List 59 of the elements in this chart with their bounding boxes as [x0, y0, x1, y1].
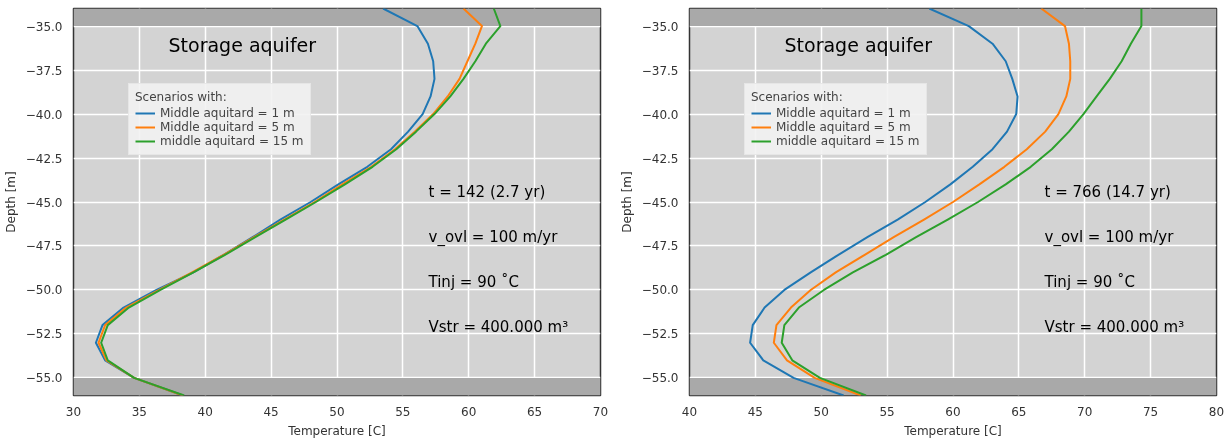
y-tick-label: −47.5: [641, 239, 679, 254]
x-tick-label: 55: [395, 404, 411, 419]
legend-label: Middle aquitard = 1 m: [776, 106, 911, 120]
x-tick-label: 50: [813, 404, 829, 419]
y-tick-label: −40.0: [641, 107, 679, 122]
annotation: Storage aquifer: [784, 33, 933, 56]
y-tick-label: −40.0: [25, 107, 63, 122]
x-tick-label: 65: [1011, 404, 1027, 419]
x-axis-title: Temperature [C]: [287, 423, 386, 438]
x-tick-label: 60: [945, 404, 961, 419]
annotation: Storage aquifer: [168, 33, 317, 56]
y-tick-label: −52.5: [25, 327, 63, 342]
x-tick-label: 60: [461, 404, 477, 419]
y-tick-label: −45.0: [25, 195, 63, 210]
annotation: Vstr = 400.000 m³: [1044, 317, 1185, 336]
line-series: [749, 8, 1019, 396]
x-tick-label: 40: [197, 404, 213, 419]
legend-label: Middle aquitard = 1 m: [160, 106, 295, 120]
legend-label: Middle aquitard = 5 m: [160, 120, 295, 134]
legend-label: Middle aquitard = 5 m: [776, 120, 911, 134]
legend-label: middle aquitard = 15 m: [160, 134, 304, 148]
x-tick-label: 50: [329, 404, 345, 419]
y-tick-label: −50.0: [641, 283, 679, 298]
x-tick-label: 45: [747, 404, 764, 419]
annotation: Vstr = 400.000 m³: [428, 317, 569, 336]
annotation: t = 142 (2.7 yr): [428, 182, 546, 201]
y-tick-label: −50.0: [25, 283, 63, 298]
x-tick-label: 45: [263, 404, 279, 419]
y-tick-label: −37.5: [641, 63, 679, 78]
x-tick-label: 80: [1208, 404, 1225, 419]
x-tick-label: 65: [526, 404, 543, 419]
y-tick-label: −37.5: [25, 63, 63, 78]
x-tick-label: 75: [1142, 404, 1159, 419]
y-axis-title: Depth [m]: [3, 171, 18, 233]
y-tick-label: −52.5: [641, 327, 679, 342]
y-tick-label: −35.0: [25, 19, 63, 34]
y-axis-title: Depth [m]: [619, 171, 634, 233]
annotation: Tinj = 90 ˚C: [427, 272, 519, 291]
legend-title: Scenarios with:: [135, 90, 228, 104]
x-tick-label: 40: [681, 404, 698, 419]
y-tick-label: −55.0: [641, 371, 679, 386]
y-tick-label: −42.5: [25, 151, 63, 166]
x-tick-label: 30: [65, 404, 82, 419]
x-tick-label: 55: [879, 404, 895, 419]
annotation: v_ovl = 100 m/yr: [428, 227, 559, 247]
y-tick-label: −35.0: [641, 19, 679, 34]
x-tick-label: 70: [1077, 404, 1093, 419]
y-tick-label: −47.5: [25, 239, 63, 254]
legend-title: Scenarios with:: [751, 90, 844, 104]
x-tick-label: 35: [131, 404, 148, 419]
annotation: v_ovl = 100 m/yr: [1044, 227, 1175, 247]
y-tick-label: −45.0: [641, 195, 679, 210]
annotation: Tinj = 90 ˚C: [1043, 272, 1135, 291]
x-axis-title: Temperature [C]: [903, 423, 1002, 438]
x-tick-label: 70: [592, 404, 609, 419]
annotation: t = 766 (14.7 yr): [1044, 182, 1171, 201]
y-tick-label: −42.5: [641, 151, 679, 166]
legend-label: middle aquitard = 15 m: [776, 134, 920, 148]
y-tick-label: −55.0: [25, 371, 63, 386]
